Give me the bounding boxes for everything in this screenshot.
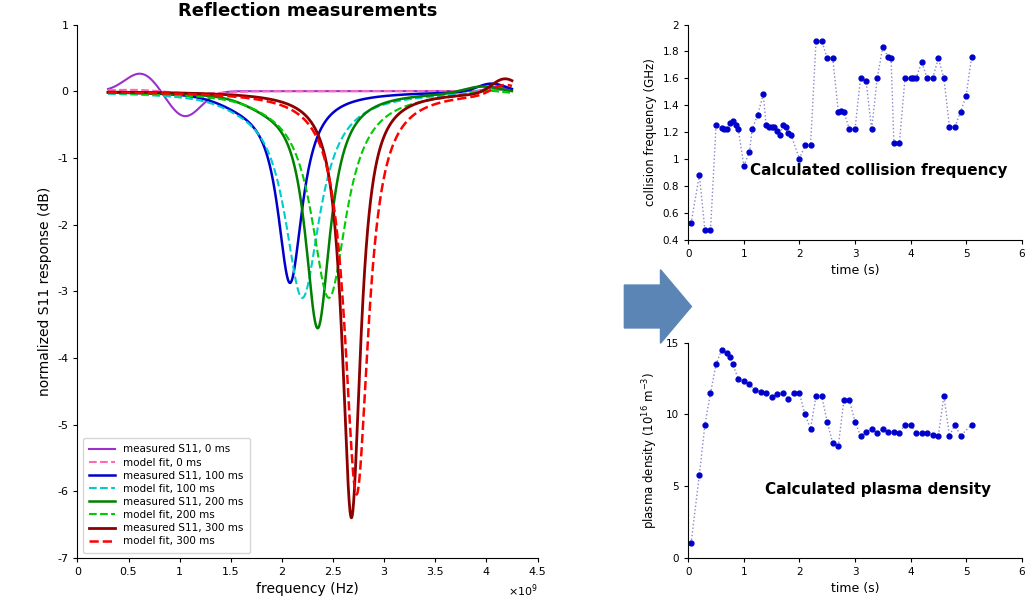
model fit, 300 ms (506, 82, 518, 89)
measured S11, 200 ms (476, 83, 488, 90)
model fit, 100 ms (257, 137, 269, 145)
model fit, 200 ms (483, 87, 495, 94)
model fit, 200 ms (102, 89, 115, 97)
Line: model fit, 300 ms: model fit, 300 ms (108, 85, 512, 495)
measured S11, 100 ms (284, 280, 296, 287)
measured S11, 200 ms (148, 89, 160, 97)
measured S11, 100 ms (257, 140, 269, 147)
Line: model fit, 200 ms: model fit, 200 ms (108, 91, 512, 298)
measured S11, 0 ms (133, 70, 146, 77)
Line: measured S11, 0 ms: measured S11, 0 ms (108, 74, 512, 116)
model fit, 100 ms (498, 86, 511, 94)
measured S11, 300 ms (498, 75, 511, 83)
measured S11, 0 ms (257, 88, 269, 95)
model fit, 200 ms (172, 91, 185, 99)
Line: measured S11, 200 ms: measured S11, 200 ms (108, 86, 512, 328)
measured S11, 300 ms (148, 89, 160, 96)
model fit, 0 ms (148, 87, 160, 94)
model fit, 0 ms (498, 87, 511, 94)
measured S11, 300 ms (257, 94, 269, 102)
measured S11, 0 ms (506, 86, 518, 94)
measured S11, 200 ms (275, 128, 287, 135)
model fit, 300 ms (172, 90, 185, 97)
model fit, 0 ms (123, 86, 135, 94)
model fit, 300 ms (257, 97, 269, 104)
measured S11, 0 ms (454, 88, 466, 95)
measured S11, 100 ms (172, 91, 185, 99)
measured S11, 300 ms (275, 98, 287, 105)
model fit, 100 ms (296, 294, 309, 302)
Text: Calculated plasma density: Calculated plasma density (766, 482, 992, 497)
X-axis label: frequency (Hz): frequency (Hz) (256, 582, 359, 596)
measured S11, 200 ms (498, 86, 511, 94)
model fit, 300 ms (275, 101, 287, 109)
model fit, 300 ms (102, 89, 115, 96)
measured S11, 0 ms (148, 79, 160, 86)
model fit, 300 ms (499, 81, 512, 88)
model fit, 300 ms (454, 95, 466, 102)
Text: Calculated collision frequency: Calculated collision frequency (749, 163, 1007, 178)
Y-axis label: plasma density ($10^{16}$ m$^{-3}$): plasma density ($10^{16}$ m$^{-3}$) (641, 371, 660, 529)
model fit, 0 ms (506, 88, 518, 95)
measured S11, 200 ms (506, 88, 518, 95)
model fit, 0 ms (191, 90, 203, 97)
model fit, 100 ms (148, 92, 160, 99)
Title: Reflection measurements: Reflection measurements (178, 2, 438, 20)
Line: measured S11, 100 ms: measured S11, 100 ms (108, 83, 512, 283)
measured S11, 100 ms (454, 88, 466, 96)
model fit, 200 ms (454, 92, 466, 99)
measured S11, 0 ms (275, 88, 287, 95)
model fit, 0 ms (172, 89, 185, 96)
model fit, 200 ms (498, 88, 511, 96)
model fit, 0 ms (454, 88, 466, 95)
Legend: measured S11, 0 ms, model fit, 0 ms, measured S11, 100 ms, model fit, 100 ms, me: measured S11, 0 ms, model fit, 0 ms, mea… (83, 438, 250, 553)
model fit, 200 ms (148, 91, 160, 98)
measured S11, 100 ms (275, 227, 287, 234)
model fit, 300 ms (148, 89, 160, 97)
measured S11, 200 ms (172, 90, 185, 97)
Y-axis label: collision frequency (GHz): collision frequency (GHz) (644, 58, 657, 206)
measured S11, 100 ms (506, 85, 518, 93)
model fit, 300 ms (350, 491, 362, 498)
measured S11, 0 ms (498, 85, 511, 92)
measured S11, 200 ms (102, 89, 115, 96)
measured S11, 300 ms (172, 89, 185, 97)
measured S11, 300 ms (346, 514, 358, 522)
measured S11, 300 ms (454, 92, 466, 99)
model fit, 300 ms (497, 82, 510, 89)
measured S11, 200 ms (454, 86, 466, 94)
model fit, 100 ms (487, 85, 499, 93)
measured S11, 100 ms (498, 83, 511, 90)
model fit, 200 ms (323, 294, 335, 302)
model fit, 200 ms (275, 124, 287, 132)
X-axis label: time (s): time (s) (831, 264, 879, 277)
Y-axis label: normalized S11 response (dB): normalized S11 response (dB) (38, 186, 52, 396)
measured S11, 300 ms (497, 75, 510, 83)
model fit, 100 ms (275, 190, 287, 197)
model fit, 0 ms (275, 88, 287, 95)
measured S11, 300 ms (102, 88, 115, 96)
Line: measured S11, 300 ms: measured S11, 300 ms (108, 79, 512, 518)
model fit, 100 ms (506, 88, 518, 95)
measured S11, 100 ms (102, 89, 115, 96)
model fit, 100 ms (172, 94, 185, 101)
model fit, 0 ms (102, 86, 115, 94)
model fit, 100 ms (102, 90, 115, 97)
X-axis label: time (s): time (s) (831, 582, 879, 595)
measured S11, 100 ms (485, 80, 497, 87)
Line: model fit, 100 ms: model fit, 100 ms (108, 89, 512, 298)
measured S11, 100 ms (148, 90, 160, 97)
Line: model fit, 0 ms: model fit, 0 ms (108, 90, 512, 94)
model fit, 0 ms (257, 88, 269, 95)
model fit, 200 ms (506, 89, 518, 97)
measured S11, 200 ms (312, 324, 324, 332)
measured S11, 0 ms (102, 85, 115, 93)
measured S11, 0 ms (180, 112, 192, 120)
measured S11, 0 ms (172, 110, 185, 117)
measured S11, 300 ms (506, 77, 518, 85)
model fit, 100 ms (454, 91, 466, 98)
Text: $\times 10^9$: $\times 10^9$ (508, 582, 538, 598)
measured S11, 200 ms (257, 112, 269, 119)
model fit, 200 ms (257, 110, 269, 118)
